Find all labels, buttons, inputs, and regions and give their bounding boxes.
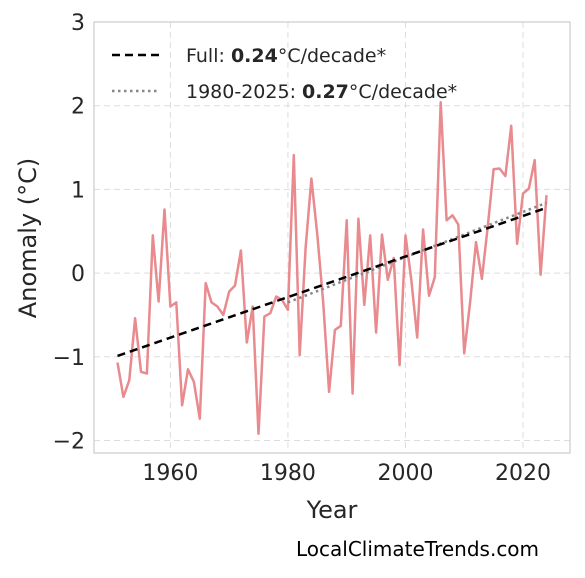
legend-recent-value: 0.27 — [302, 81, 349, 103]
legend-full-suffix: °C/decade* — [278, 45, 386, 67]
y-tick-label-3: 1 — [71, 178, 85, 203]
y-tick-label-2: 0 — [71, 262, 85, 287]
y-tick-label-4: 2 — [71, 95, 85, 120]
x-tick-label-2000: 2000 — [377, 461, 433, 486]
attribution-text: LocalClimateTrends.com — [296, 537, 540, 561]
series-layer — [116, 101, 548, 436]
legend-entry-recent-trend: 1980-2025: 0.27°C/decade* — [186, 81, 457, 103]
y-tick-label-5: 3 — [71, 11, 85, 36]
y-axis-label: Anomaly (°C) — [14, 158, 42, 318]
plot-frame — [93, 21, 571, 454]
legend-full-value: 0.24 — [231, 45, 278, 67]
legend-recent-prefix: 1980-2025: — [186, 81, 302, 103]
x-tick-label-2020: 2020 — [495, 461, 551, 486]
y-tick-label-0: −2 — [53, 429, 85, 454]
legend-entry-full-trend: Full: 0.24°C/decade* — [186, 45, 386, 67]
legend: Full: 0.24°C/decade* 1980-2025: 0.27°C/d… — [112, 45, 457, 103]
anomaly-line — [116, 101, 548, 436]
x-tick-label-1960: 1960 — [142, 461, 198, 486]
x-axis-label: Year — [306, 496, 358, 524]
x-tick-label-1980: 1980 — [260, 461, 316, 486]
y-tick-label-1: −1 — [53, 346, 85, 371]
legend-recent-suffix: °C/decade* — [349, 81, 457, 103]
tick-labels: 1960 1980 2000 2020 −2 −1 0 1 2 3 — [53, 11, 551, 486]
full-trend-line — [117, 206, 547, 358]
legend-full-prefix: Full: — [186, 45, 231, 67]
